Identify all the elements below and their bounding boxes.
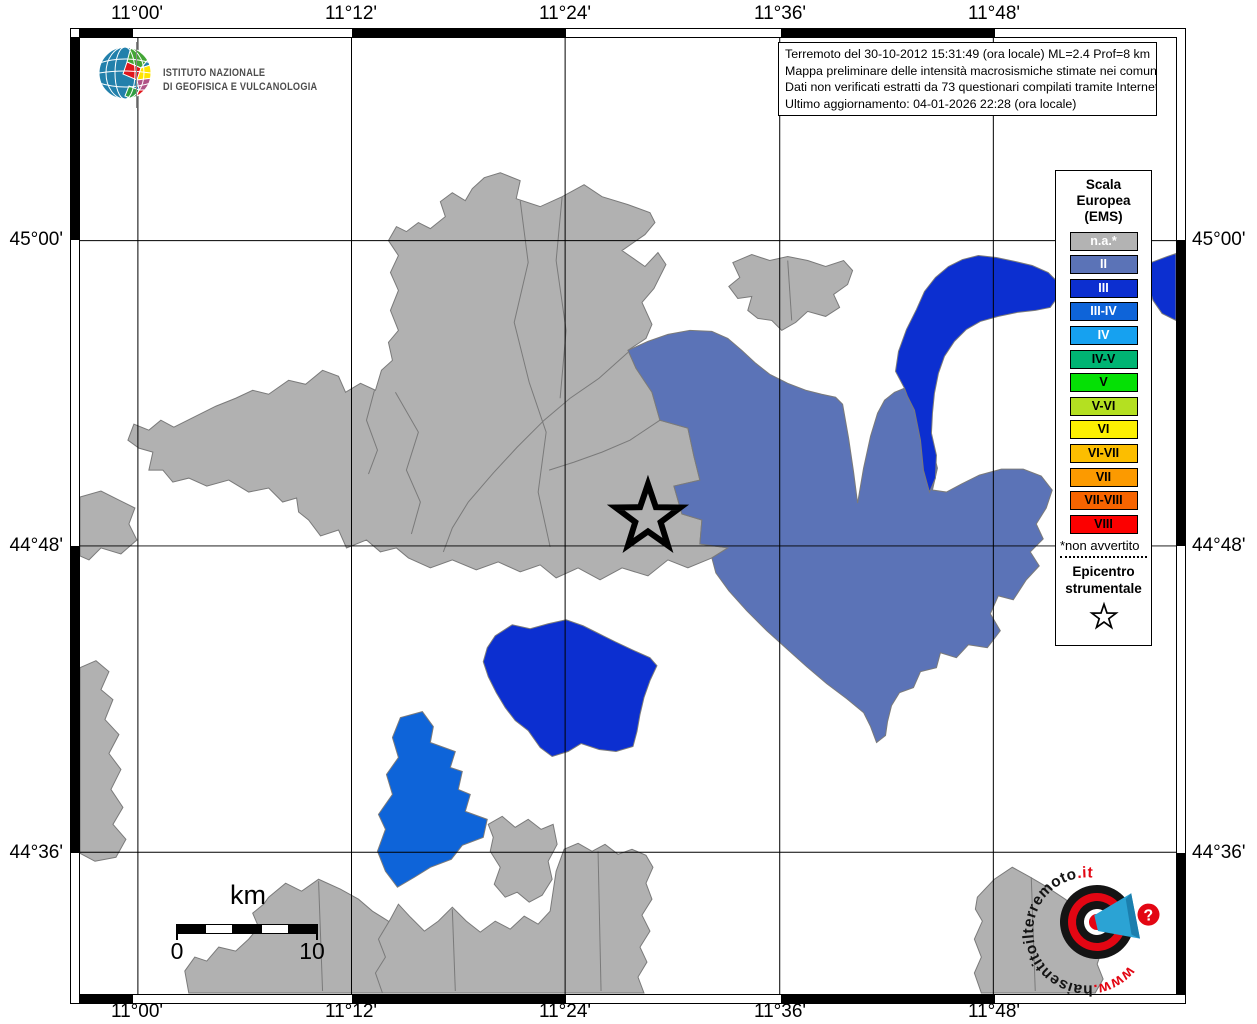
watermark-www: www. <box>1090 961 1140 998</box>
event-info-box: Terremoto del 30-10-2012 15:31:49 (ora l… <box>778 42 1157 116</box>
legend-item-na: n.a.* <box>1069 231 1138 251</box>
scale-start-label: 0 <box>170 938 184 964</box>
legend-star-icon <box>1088 601 1119 630</box>
question-mark: ? <box>1143 907 1155 925</box>
municipality-border <box>555 196 567 399</box>
municipality-border <box>1030 877 1036 992</box>
map-frame <box>70 28 1186 1004</box>
region-na-south-small <box>487 815 558 903</box>
municipality-border <box>597 851 602 992</box>
axis-label-bottom-0: 11°00' <box>110 1001 164 1022</box>
map-scale-bar: km 0 10 <box>160 880 340 970</box>
axis-label-bottom-3: 11°36' <box>753 1001 807 1022</box>
scale-segment <box>205 925 233 933</box>
scale-segment <box>177 925 205 933</box>
scale-bar-segments <box>176 924 317 934</box>
legend-footnote: *non avvertito <box>1060 538 1140 554</box>
legend-item-v: V <box>1069 373 1138 393</box>
ingv-globe-icon <box>98 46 152 100</box>
legend-item-vii-viii: VII-VIII <box>1069 491 1138 511</box>
axis-label-top-4: 11°48' <box>967 3 1021 24</box>
event-info-line: Ultimo aggiornamento: 04-01-2026 22:28 (… <box>785 96 1077 111</box>
axis-label-bottom-4: 11°48' <box>967 1001 1021 1022</box>
scale-segment <box>289 925 316 933</box>
legend-item-vii: VII <box>1069 467 1138 487</box>
axis-label-left-1: 44°48' <box>9 535 64 556</box>
region-na-west-upper <box>80 490 138 561</box>
region-na-southeast <box>973 866 1105 994</box>
municipality-border <box>365 390 378 475</box>
megaphone-shade <box>1125 893 1140 939</box>
region-na-main <box>127 172 730 581</box>
scale-segment <box>261 925 289 933</box>
legend-item-ii: II <box>1069 255 1138 275</box>
haisentitoilterremoto-logo: ? www.haisentitoilterremoto.it <box>1015 863 1160 1005</box>
municipality-border <box>548 419 661 471</box>
axis-label-bottom-1: 11°12' <box>324 1001 378 1022</box>
region-na-island-north <box>728 254 854 332</box>
municipality-border <box>442 351 629 553</box>
region-na-west-lower <box>80 660 127 862</box>
legend-item-vi: VI <box>1069 420 1138 440</box>
municipality-border <box>451 909 456 992</box>
axis-label-top-3: 11°36' <box>753 3 807 24</box>
legend-title: Scala Europea (EMS) <box>1076 177 1131 225</box>
scale-tick <box>176 924 178 940</box>
event-info-line: Dati non verificati estratti da 73 quest… <box>785 80 1157 94</box>
intensity-map <box>80 38 1176 994</box>
legend-item-vi-vii: VI-VII <box>1069 443 1138 463</box>
legend-item-viii: VIII <box>1069 514 1138 534</box>
region-intensity-iii-south <box>482 619 658 758</box>
municipality-border <box>513 200 551 548</box>
legend-divider <box>1060 556 1147 559</box>
axis-label-right-0: 45°00' <box>1192 229 1246 250</box>
question-badge <box>1137 903 1160 926</box>
scale-segment <box>233 925 261 933</box>
gridline-overlay <box>136 42 137 108</box>
event-info-line: Terremoto del 30-10-2012 15:31:49 (ora l… <box>785 47 1151 61</box>
event-info-line: Mappa preliminare delle intensità macros… <box>785 63 1157 78</box>
ingv-logo-text: ISTITUTO NAZIONALE DI GEOFISICA E VULCAN… <box>163 67 318 94</box>
ingv-logo: ISTITUTO NAZIONALE DI GEOFISICA E VULCAN… <box>95 42 425 108</box>
municipality-border <box>787 260 793 321</box>
scale-unit-label: km <box>230 880 266 910</box>
municipality-border <box>318 881 324 992</box>
region-intensity-ii <box>627 329 1053 744</box>
municipality-border <box>394 392 421 535</box>
frame-band-top <box>71 29 1185 37</box>
legend-epicenter-label: Epicentro strumentale <box>1065 564 1142 597</box>
axis-label-left-2: 44°36' <box>9 842 64 863</box>
axis-label-bottom-2: 11°24' <box>538 1001 592 1022</box>
legend-item-iii-iv: III-IV <box>1069 302 1138 322</box>
watermark-suffix: .it <box>1076 863 1096 883</box>
epicenter-star-icon <box>606 474 690 553</box>
scale-tick <box>316 924 318 940</box>
legend-item-iv-v: IV-V <box>1069 349 1138 369</box>
axis-label-top-2: 11°24' <box>538 3 592 24</box>
region-intensity-iii-northeast <box>894 255 1059 494</box>
axis-label-left-0: 45°00' <box>9 229 64 250</box>
scale-end-label: 10 <box>299 938 325 964</box>
region-na-south-center <box>374 842 654 994</box>
axis-label-top-1: 11°12' <box>324 3 378 24</box>
axis-label-top-0: 11°00' <box>110 3 164 24</box>
legend-item-iv: IV <box>1069 325 1138 345</box>
intensity-legend: Scala Europea (EMS) n.a.* II III III-IV … <box>1055 170 1152 647</box>
frame-band-bottom <box>71 995 1185 1003</box>
axis-label-right-2: 44°36' <box>1192 842 1246 863</box>
frame-band-right <box>1177 29 1185 1003</box>
map-canvas <box>79 37 1177 995</box>
legend-item-v-vi: V-VI <box>1069 396 1138 416</box>
axis-label-right-1: 44°48' <box>1192 535 1246 556</box>
frame-band-left <box>71 29 79 1003</box>
legend-item-iii: III <box>1069 278 1138 298</box>
